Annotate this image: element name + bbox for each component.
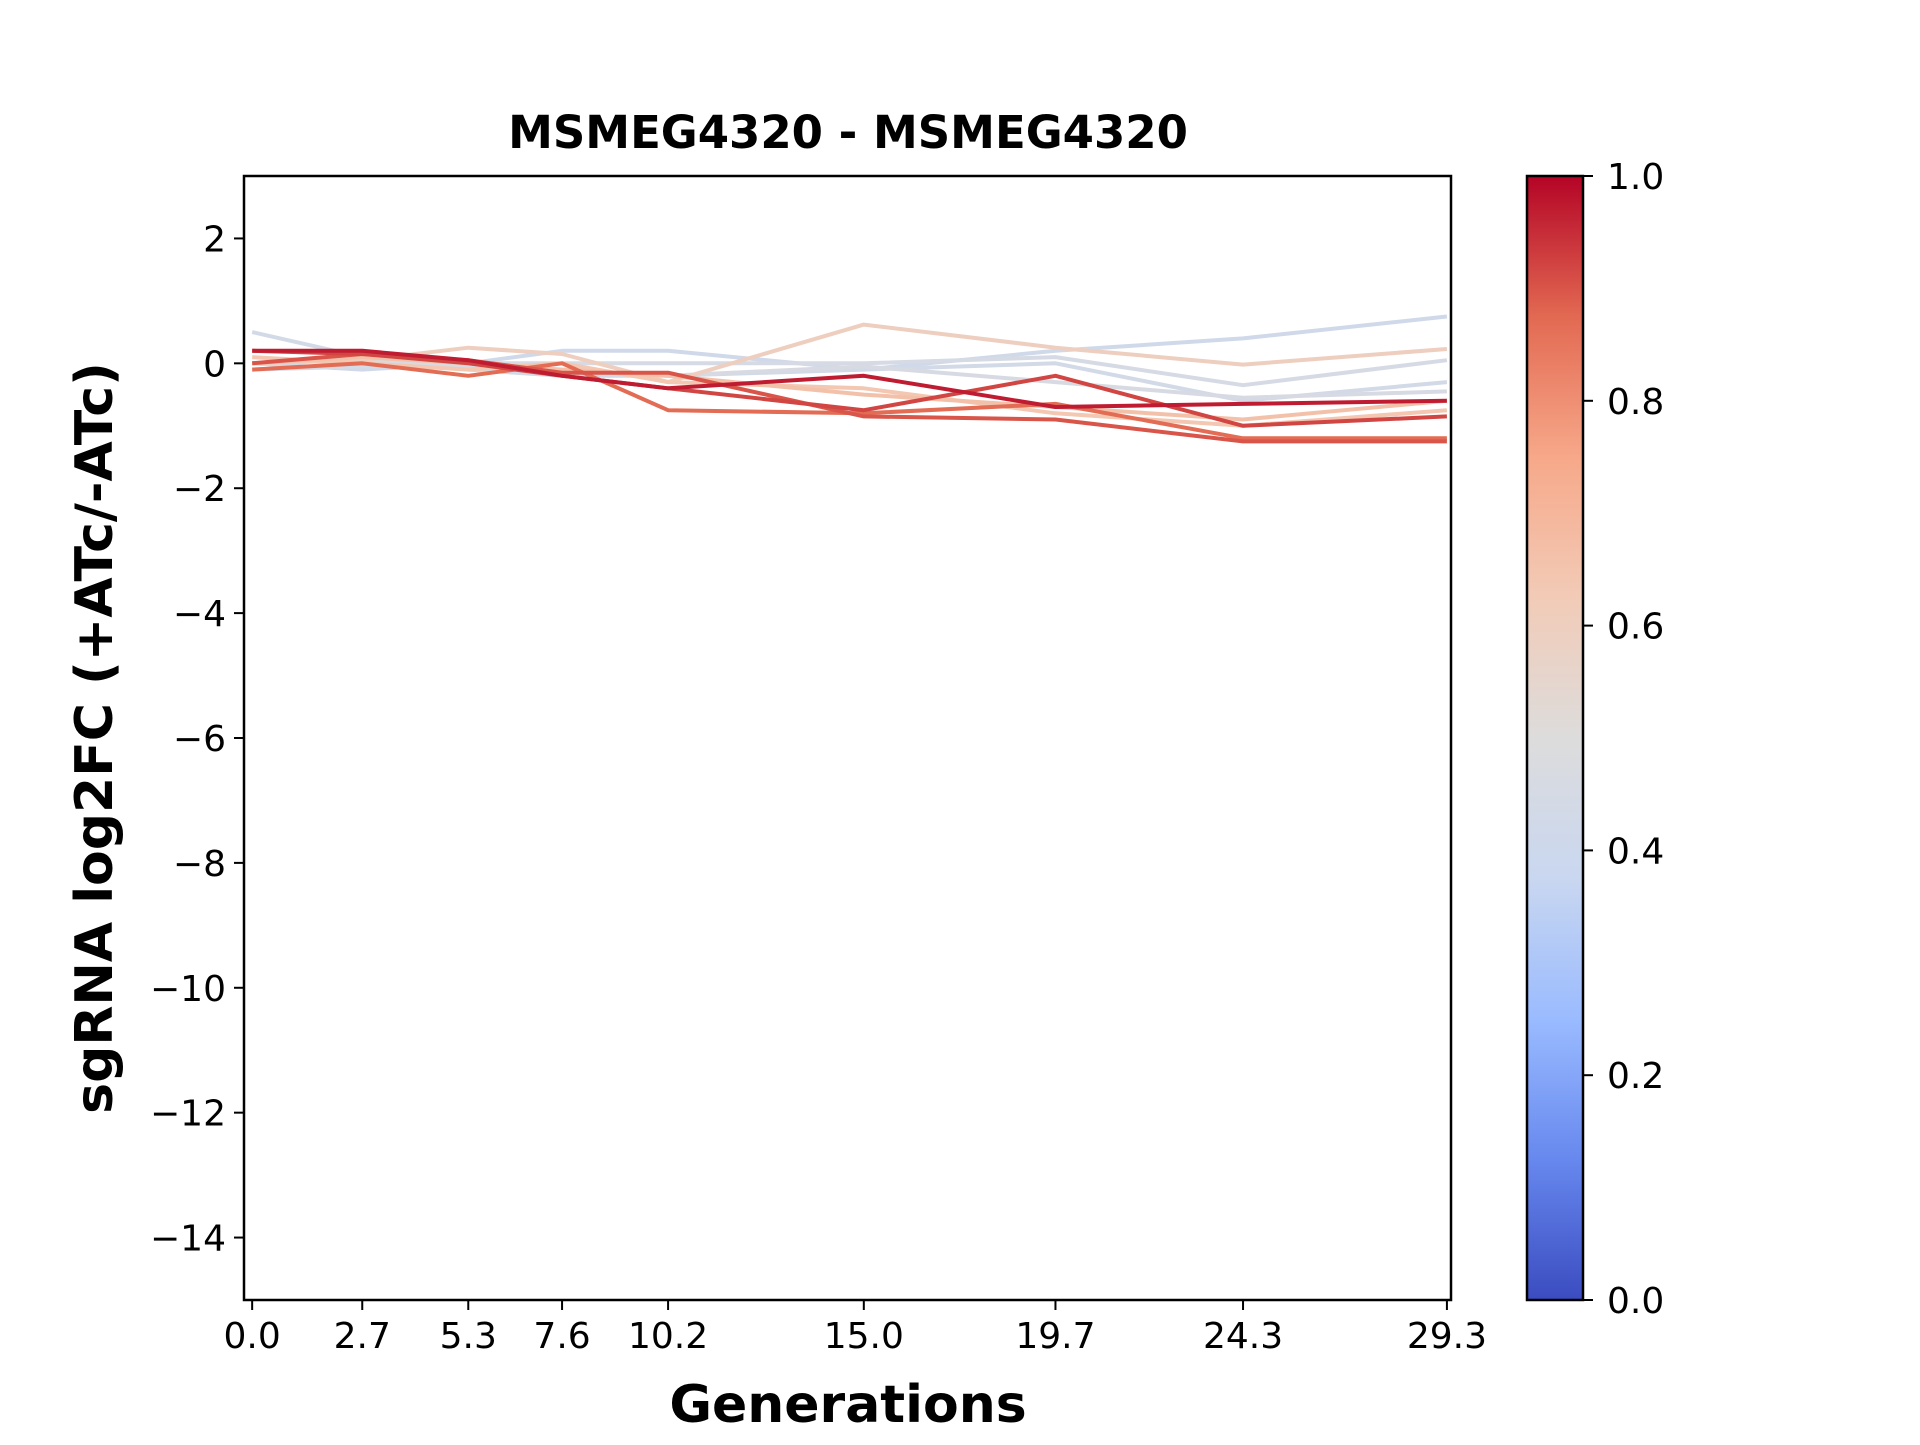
colorbar-gradient <box>1525 174 1585 1302</box>
x-tick-label: 24.3 <box>1203 1316 1283 1357</box>
colorbar-tick-label: 0.8 <box>1607 382 1664 423</box>
colorbar-tick-label: 0.4 <box>1607 831 1664 872</box>
colorbar-tick-label: 0.0 <box>1607 1281 1664 1322</box>
x-axis-label: Generations <box>669 1375 1026 1435</box>
y-tick-label: −14 <box>150 1219 226 1260</box>
colorbar-ticks: 0.0 0.2 0.4 0.6 0.8 1.0 <box>1583 157 1664 1322</box>
series-line-8 <box>252 361 1447 441</box>
series-line-7 <box>252 355 1448 422</box>
y-tick-label: −4 <box>173 594 226 635</box>
colorbar: 0.0 0.2 0.4 0.6 0.8 1.0 <box>1525 157 1664 1322</box>
series-line-11 <box>252 348 1447 409</box>
y-tick-label: −2 <box>173 469 226 510</box>
x-tick-label: 19.7 <box>1015 1316 1095 1357</box>
y-axis: 2 0 −2 −4 −6 −8 −10 −12 −14 <box>150 219 244 1260</box>
y-tick-label: −8 <box>173 844 226 885</box>
y-tick-label: −12 <box>150 1094 226 1135</box>
x-tick-label: 29.3 <box>1407 1316 1487 1357</box>
colorbar-tick-label: 1.0 <box>1607 157 1664 198</box>
y-tick-label: 0 <box>203 344 226 385</box>
plot-area <box>251 314 1448 444</box>
x-tick-label: 10.2 <box>628 1316 708 1357</box>
y-tick-label: −6 <box>173 719 226 760</box>
y-tick-label: −10 <box>150 969 226 1010</box>
colorbar-tick-label: 0.6 <box>1607 607 1664 648</box>
x-tick-label: 7.6 <box>533 1316 590 1357</box>
x-tick-label: 15.0 <box>824 1316 904 1357</box>
y-tick-label: 2 <box>203 219 226 260</box>
series-line-5 <box>252 322 1448 385</box>
chart-title: MSMEG4320 - MSMEG4320 <box>508 106 1188 159</box>
x-tick-label: 2.7 <box>334 1316 391 1357</box>
plot-frame <box>242 174 1453 1302</box>
x-tick-label: 5.3 <box>440 1316 497 1357</box>
x-tick-label: 0.0 <box>224 1316 281 1357</box>
x-axis: 0.0 2.7 5.3 7.6 10.2 15.0 19.7 24.3 29.3 <box>224 1300 1487 1357</box>
series-line-6 <box>252 355 1448 428</box>
y-axis-label: sgRNA log2FC (+ATc/-ATc) <box>65 362 125 1114</box>
colorbar-tick-label: 0.2 <box>1607 1056 1664 1097</box>
